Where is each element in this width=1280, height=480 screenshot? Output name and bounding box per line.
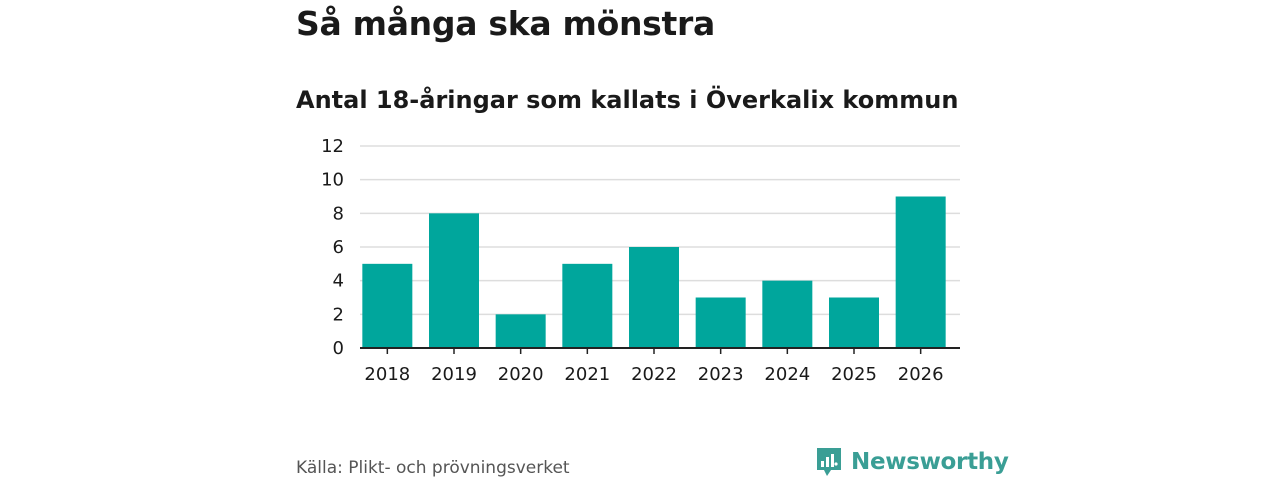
- x-tick-label: 2018: [364, 364, 410, 385]
- bar: [762, 280, 813, 348]
- y-tick-label: 6: [333, 237, 344, 258]
- x-tick-label: 2026: [898, 364, 944, 385]
- x-tick-label: 2024: [764, 364, 810, 385]
- chart-subtitle: Antal 18-åringar som kallats i Överkalix…: [296, 86, 959, 114]
- y-tick-label: 2: [333, 304, 344, 325]
- y-tick-label: 0: [333, 338, 344, 359]
- source-note: Källa: Plikt- och prövningsverket: [296, 458, 570, 478]
- y-tick-label: 4: [333, 271, 344, 292]
- y-tick-label: 8: [333, 203, 344, 224]
- x-tick-label: 2019: [431, 364, 477, 385]
- x-tick-label: 2023: [698, 364, 744, 385]
- brand-name: Newsworthy: [851, 449, 1009, 475]
- bar: [562, 263, 613, 348]
- y-tick-label: 10: [321, 170, 344, 191]
- bar: [695, 297, 746, 348]
- x-tick-label: 2025: [831, 364, 877, 385]
- brand-logo: Newsworthy: [815, 446, 1009, 478]
- newsworthy-logo-icon: [817, 448, 841, 476]
- bar: [829, 297, 879, 348]
- x-tick-label: 2022: [631, 364, 677, 385]
- x-tick-label: 2021: [564, 364, 610, 385]
- chart-title: Så många ska mönstra: [296, 4, 715, 43]
- bar: [495, 314, 546, 348]
- y-tick-label: 12: [321, 136, 344, 157]
- bar: [629, 247, 679, 348]
- bar: [429, 213, 479, 348]
- x-tick-label: 2020: [498, 364, 544, 385]
- bar: [895, 196, 946, 348]
- bar: [362, 263, 413, 348]
